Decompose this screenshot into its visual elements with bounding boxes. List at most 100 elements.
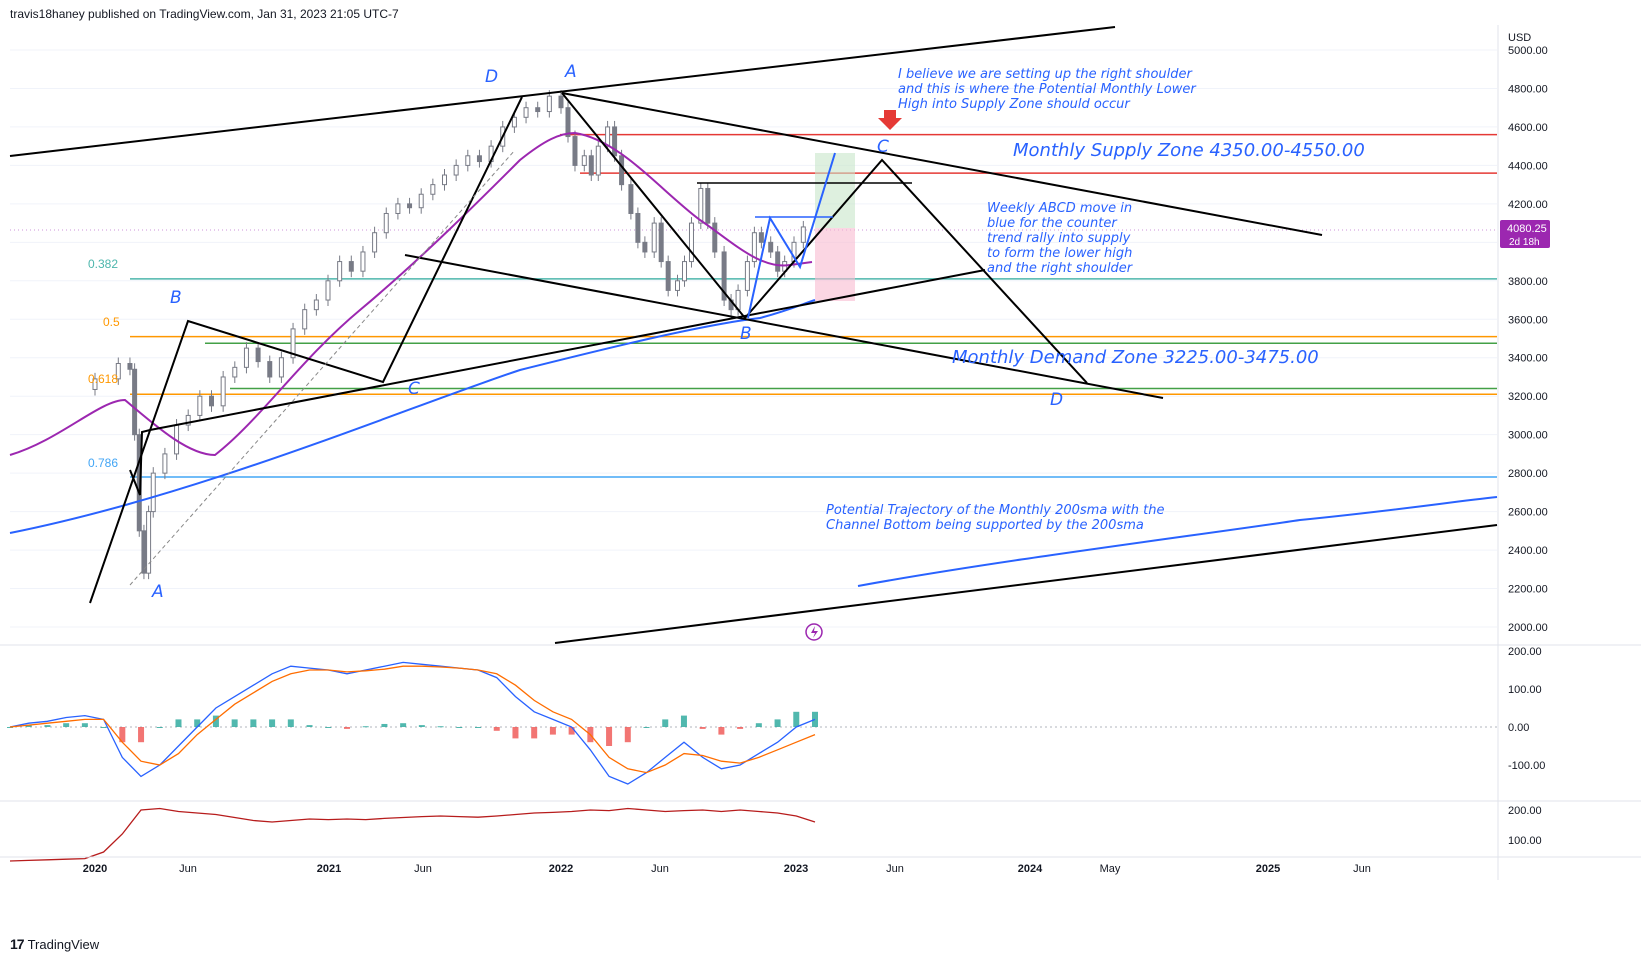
left-abcd	[89, 96, 523, 604]
lightning-bolt-icon	[811, 626, 818, 638]
macd-hist-bar	[44, 725, 51, 727]
macd-hist-bar	[699, 727, 706, 729]
candle-body	[325, 280, 331, 301]
macd-hist-bar	[643, 727, 650, 728]
sma-mid-line	[9, 131, 813, 457]
annotation-shoulder: and this is where the Potential Monthly …	[898, 82, 1197, 97]
candle-body	[775, 251, 781, 272]
y-tick-label: 2800.00	[1508, 468, 1548, 480]
candle-body	[267, 361, 273, 378]
macd-hist-bar	[456, 727, 463, 728]
sma200-projection	[857, 496, 1498, 587]
annotation-weekly-abcd: blue for the counter	[987, 216, 1118, 231]
x-tick-label: 2021	[317, 863, 341, 875]
annotation-weekly-abcd: and the right shoulder	[987, 261, 1134, 276]
candlestick-series	[92, 90, 806, 580]
macd-hist-bar	[624, 727, 631, 743]
pattern-label-top-A: A	[564, 62, 577, 82]
macd-hist-bar	[531, 727, 538, 739]
pattern-label-left-D: D	[485, 67, 498, 87]
candle-body	[721, 251, 727, 301]
y-tick-label: 3400.00	[1508, 353, 1548, 365]
last-price-tag	[1500, 220, 1550, 248]
chart-labels: 0.382 0.5 0.618 0.786 A B C D A B C D I believe we a…	[88, 62, 1365, 641]
macd-signal-line	[9, 665, 816, 774]
candle-body	[209, 395, 214, 407]
x-tick-label: 2020	[83, 863, 107, 875]
y-tick-label: 5000.00	[1508, 45, 1548, 57]
x-tick-label: Jun	[414, 863, 432, 875]
weekly-abcd-blue	[747, 152, 836, 319]
x-tick-label: 2023	[784, 863, 808, 875]
candle-body	[535, 107, 541, 113]
macd-hist-bar	[400, 723, 407, 727]
candle-body	[290, 328, 296, 359]
annotation-weekly-abcd: to form the lower high	[987, 246, 1132, 261]
macd-hist-bar	[381, 723, 388, 727]
zone-lines	[10, 133, 1497, 478]
candle-body	[302, 309, 308, 330]
candle-body	[383, 212, 389, 234]
macd-hist-bar	[493, 727, 500, 731]
macd-hist-bar	[119, 727, 126, 743]
macd-y-tick: -100.00	[1508, 760, 1545, 772]
candle-body	[313, 299, 319, 311]
macd-hist-bar	[100, 727, 107, 728]
fib-label: 0.618	[88, 372, 118, 386]
wedge-lower	[129, 269, 986, 496]
macd-hist-bar	[138, 727, 145, 743]
tradingview-brand[interactable]: 17 TradingView	[10, 936, 99, 952]
macd-hist-bar	[81, 723, 88, 727]
candle-body	[665, 261, 671, 291]
macd-hist-bar	[606, 727, 613, 746]
chart-grid	[10, 49, 1497, 628]
currency-label: USD	[1508, 32, 1531, 44]
macd-pane: 200.00 100.00 0.00 -100.00	[0, 644, 1641, 785]
descending-resistance	[561, 92, 1323, 236]
annotation-demand-zone: Monthly Demand Zone 3225.00-3475.00	[952, 347, 1319, 368]
candle-body	[744, 261, 750, 291]
right-abcd	[561, 92, 1088, 384]
candle-body	[698, 187, 704, 224]
macd-hist-bar	[418, 725, 425, 727]
candle-body	[92, 378, 98, 390]
pattern-label-left-A: A	[151, 582, 164, 602]
macd-y-tick: 200.00	[1508, 646, 1542, 658]
pattern-label-left-C: C	[408, 379, 420, 399]
candle-body	[635, 212, 641, 243]
annotation-weekly-abcd: trend rally into supply	[987, 231, 1131, 246]
candle-body	[546, 95, 552, 113]
x-tick-label: 2025	[1256, 863, 1280, 875]
macd-y-tick: 0.00	[1508, 722, 1529, 734]
x-tick-label: Jun	[651, 863, 669, 875]
candle-body	[612, 126, 618, 157]
macd-hist-bar	[250, 719, 257, 727]
candle-body	[220, 376, 226, 407]
candle-body	[395, 203, 401, 214]
candle-body	[712, 222, 718, 253]
lower-pane: 200.00 100.00	[0, 800, 1641, 862]
candle-body	[360, 251, 366, 272]
candle-body	[705, 187, 711, 224]
candle-body	[430, 184, 436, 195]
dashed-trend	[129, 149, 516, 586]
brand-label: TradingView	[27, 936, 100, 952]
lower-y-tick: 200.00	[1508, 805, 1542, 817]
candle-body	[511, 116, 517, 128]
x-tick-label: 2022	[549, 863, 573, 875]
lower-indicator-line	[9, 807, 816, 862]
candle-body	[619, 155, 625, 186]
macd-hist-bar	[662, 719, 669, 727]
macd-hist-bar	[755, 723, 762, 727]
candle-body	[146, 511, 152, 574]
pattern-label-mid-B: B	[740, 324, 752, 344]
candle-body	[348, 261, 354, 272]
wedge-upper	[404, 254, 1164, 399]
candle-body	[442, 174, 447, 186]
macd-hist-bar	[212, 715, 219, 727]
candle-body	[751, 232, 757, 263]
annotation-weekly-abcd: Weekly ABCD move in	[987, 201, 1132, 216]
candle-body	[642, 241, 648, 253]
channel-bottom	[554, 524, 1498, 644]
